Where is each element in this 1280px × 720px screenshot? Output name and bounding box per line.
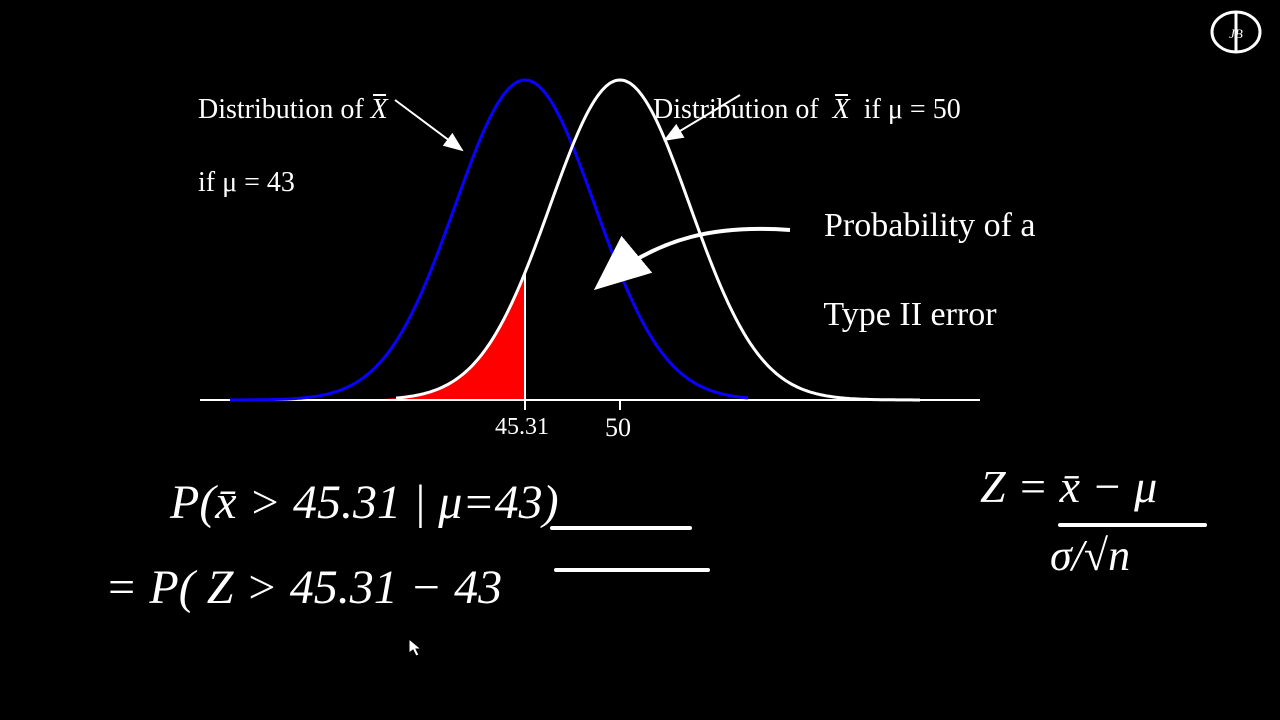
stage: 45.31 50 Distribution of X if μ = 43 Dist… — [0, 0, 1280, 720]
label-null-line2: if μ = 43 — [198, 167, 295, 198]
label-null-line1a: Distribution of — [198, 94, 371, 125]
arrow-to-type2-region — [600, 229, 790, 285]
label-type2-error: Probability of a Type II error — [790, 160, 1036, 381]
xbar-symbol: X — [371, 92, 388, 128]
equation-p-line1: P(x̄ > 45.31 | μ=43) — [170, 475, 559, 530]
xbar-symbol: X — [833, 92, 850, 128]
svg-text:JB: JB — [1229, 26, 1243, 41]
equation-p-line2: = P( Z > 45.31 − 43 — [105, 560, 502, 615]
arrow-to-null-curve — [395, 100, 462, 150]
label-type2-line2: Type II error — [823, 296, 996, 333]
equation-z-formula: Z = x̄ − μ — [980, 460, 1157, 513]
equation-z-denominator: σ/√n — [1050, 530, 1130, 581]
axis-tick-label: 45.31 — [495, 414, 549, 440]
label-alt-line1c: if μ = 50 — [850, 94, 961, 125]
label-null-distribution: Distribution of X if μ = 43 — [170, 56, 388, 238]
axis-tick-label: 50 — [605, 413, 631, 442]
type2-error-region — [230, 273, 525, 400]
label-alt-line1a: Distribution of — [653, 94, 833, 125]
jb-logo: JB — [1208, 8, 1264, 56]
label-type2-line1: Probability of a — [824, 207, 1036, 244]
mouse-cursor-icon — [408, 638, 424, 658]
label-alt-distribution: Distribution of X if μ = 50 — [625, 56, 961, 165]
